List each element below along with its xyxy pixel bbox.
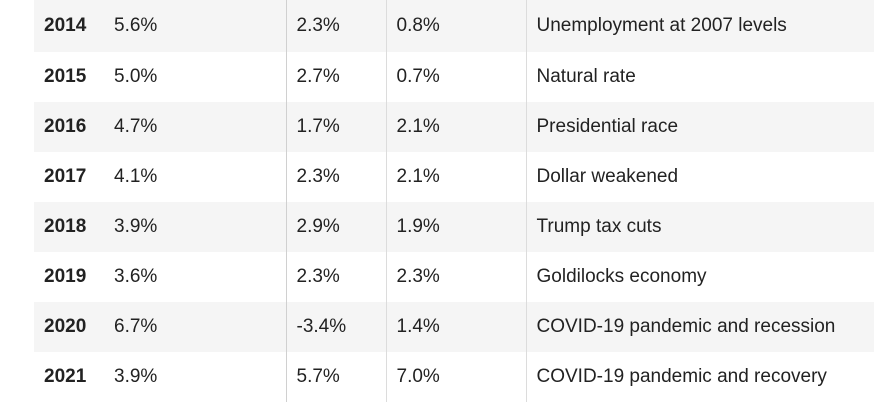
event-cell: COVID-19 pandemic and recession <box>526 302 874 352</box>
table-row: 2014 5.6% 2.3% 0.8% Unemployment at 2007… <box>34 0 874 52</box>
table-row: 2016 4.7% 1.7% 2.1% Presidential race <box>34 102 874 152</box>
unemployment-rate-cell: 3.9% <box>114 366 158 387</box>
gdp-growth-cell: 2.3% <box>285 0 387 52</box>
table-row: 2019 3.6% 2.3% 2.3% Goldilocks economy <box>34 252 874 302</box>
unemployment-rate-cell: 5.6% <box>104 0 286 52</box>
inflation-rate-cell: 0.8% <box>386 0 527 52</box>
gdp-growth-cell: 2.9% <box>285 202 387 252</box>
table-row: 2015 5.0% 2.7% 0.7% Natural rate <box>34 52 874 102</box>
unemployment-rate-cell: 6.7% <box>104 302 286 352</box>
year-cell: 2017 <box>44 166 87 187</box>
inflation-rate-cell: 2.1% <box>386 152 527 202</box>
unemployment-rate-cell: 4.1% <box>114 166 158 187</box>
year-cell: 2019 <box>44 266 87 287</box>
year-cell: 2014 <box>34 0 104 52</box>
event-cell: Trump tax cuts <box>526 202 874 252</box>
year-cell: 2018 <box>34 202 104 252</box>
table-row: 2018 3.9% 2.9% 1.9% Trump tax cuts <box>34 202 874 252</box>
event-cell: Presidential race <box>526 102 874 152</box>
unemployment-rate-cell: 3.6% <box>114 266 158 287</box>
event-cell: Dollar weakened <box>536 166 679 187</box>
gdp-growth-cell: 2.7% <box>285 52 387 102</box>
unemployment-rate-cell: 3.9% <box>104 202 286 252</box>
gdp-growth-cell: 2.3% <box>285 252 387 302</box>
event-cell: Goldilocks economy <box>536 266 707 287</box>
inflation-rate-cell: 1.9% <box>386 202 527 252</box>
event-cell: COVID-19 pandemic and recovery <box>536 366 827 387</box>
unemployment-rate-cell: 5.0% <box>114 66 158 87</box>
inflation-rate-cell: 7.0% <box>386 352 527 402</box>
year-cell: 2016 <box>34 102 104 152</box>
unemployment-rate-cell: 4.7% <box>104 102 286 152</box>
economic-data-table: 2014 5.6% 2.3% 0.8% Unemployment at 2007… <box>34 0 874 402</box>
year-cell: 2021 <box>44 366 87 387</box>
gdp-growth-cell: -3.4% <box>285 302 387 352</box>
economic-data-table-container: 2014 5.6% 2.3% 0.8% Unemployment at 2007… <box>34 0 874 402</box>
gdp-growth-cell: 2.3% <box>285 152 387 202</box>
gdp-growth-cell: 5.7% <box>285 352 387 402</box>
event-cell: Unemployment at 2007 levels <box>526 0 874 52</box>
inflation-rate-cell: 2.3% <box>386 252 527 302</box>
table-row: 2021 3.9% 5.7% 7.0% COVID-19 pandemic an… <box>34 352 874 402</box>
year-cell: 2020 <box>34 302 104 352</box>
year-cell: 2015 <box>44 66 87 87</box>
inflation-rate-cell: 1.4% <box>386 302 527 352</box>
gdp-growth-cell: 1.7% <box>285 102 387 152</box>
table-row: 2020 6.7% -3.4% 1.4% COVID-19 pandemic a… <box>34 302 874 352</box>
inflation-rate-cell: 2.1% <box>386 102 527 152</box>
inflation-rate-cell: 0.7% <box>386 52 527 102</box>
event-cell: Natural rate <box>536 66 636 87</box>
table-row: 2017 4.1% 2.3% 2.1% Dollar weakened <box>34 152 874 202</box>
